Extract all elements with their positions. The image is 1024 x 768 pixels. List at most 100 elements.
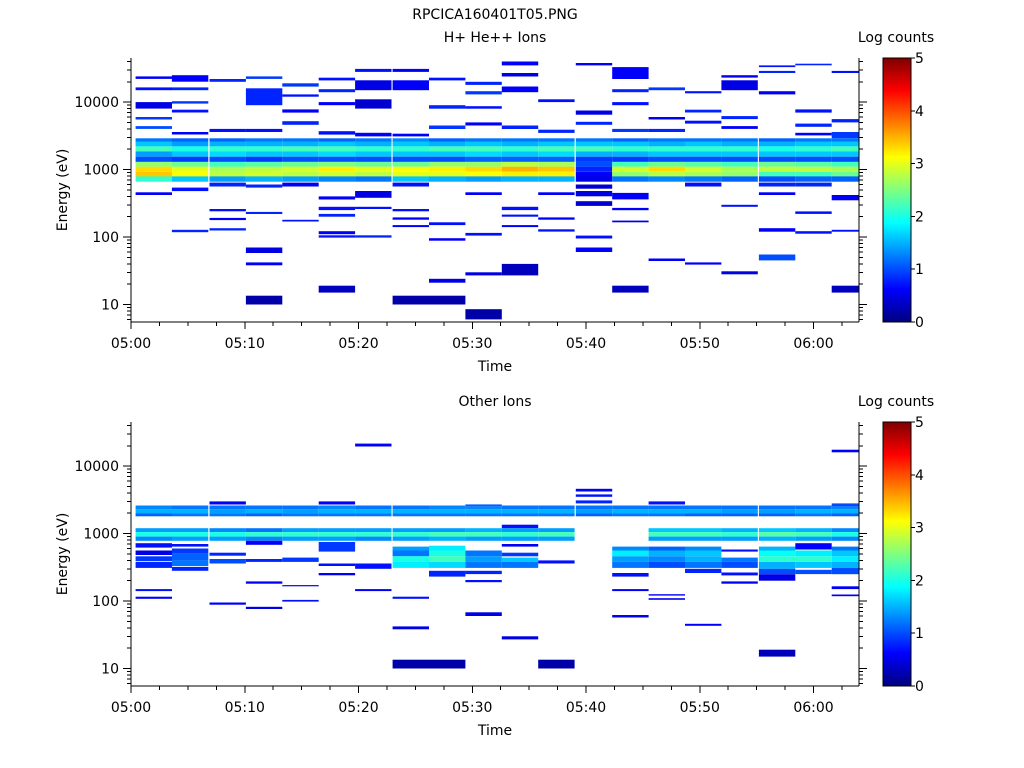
heatmap-cell [831, 151, 859, 157]
heatmap-cell [282, 146, 319, 152]
heatmap-cell [282, 557, 319, 562]
heatmap-cell [575, 138, 613, 142]
heatmap-cell [171, 146, 209, 152]
heatmap-cell [318, 89, 356, 93]
heatmap-cell [355, 528, 392, 533]
heatmap-cell [758, 146, 796, 152]
heatmap-cell [465, 580, 502, 583]
heatmap-cell [355, 235, 392, 238]
heatmap-cell [392, 225, 429, 228]
heatmap-cell [538, 509, 575, 514]
heatmap-cell [612, 615, 649, 618]
heatmap-cell [135, 550, 172, 555]
heatmap-cell [648, 501, 685, 505]
heatmap-cell [355, 509, 392, 514]
colorbar [882, 57, 912, 323]
colorbar-tick-label: 0 [915, 315, 924, 331]
colorbar-tick-label: 2 [915, 209, 924, 225]
heatmap-cell [355, 191, 392, 198]
heatmap-cell [501, 225, 539, 228]
heatmap-cell [355, 138, 392, 142]
heatmap-cell [795, 63, 832, 66]
heatmap-cell [465, 176, 502, 182]
heatmap-cell [171, 151, 209, 157]
heatmap-cell [318, 501, 356, 505]
heatmap-cell [685, 550, 722, 557]
heatmap-cell [282, 161, 319, 167]
heatmap-cell [282, 121, 319, 125]
heatmap-cell [318, 509, 356, 514]
heatmap-cell [465, 122, 502, 126]
heatmap-cell [135, 156, 172, 162]
heatmap-cell [758, 509, 796, 514]
heatmap-cell [429, 141, 466, 147]
heatmap-cell [795, 182, 832, 187]
heatmap-cell [721, 528, 758, 533]
heatmap-cell [575, 191, 613, 197]
heatmap-cell [245, 171, 283, 177]
heatmap-cell [648, 151, 685, 157]
heatmap-cell [318, 563, 356, 566]
heatmap-cell [318, 532, 356, 537]
heatmap-cell [392, 166, 429, 172]
heatmap-cell [465, 106, 502, 109]
heatmap-cell [355, 141, 392, 147]
heatmap-cell [135, 556, 172, 562]
heatmap-cell [612, 573, 649, 577]
heatmap-cell [612, 67, 649, 79]
heatmap-cell [318, 166, 356, 172]
y-tick-label: 10 [101, 297, 119, 313]
heatmap-cell [429, 513, 466, 517]
heatmap-cell [429, 536, 466, 541]
heatmap-cell [282, 536, 319, 541]
heatmap-cell [465, 141, 502, 147]
heatmap-cell [612, 192, 649, 200]
heatmap-cell [355, 176, 392, 182]
heatmap-cell [721, 138, 758, 142]
heatmap-cell [318, 505, 356, 510]
heatmap-cell [135, 76, 172, 79]
heatmap-cell [465, 536, 502, 541]
heatmap-cell [209, 146, 246, 152]
heatmap-cell [795, 543, 832, 550]
heatmap-cell [758, 536, 796, 541]
heatmap-cell [831, 536, 859, 541]
colorbar-tick-label: 4 [915, 468, 924, 484]
y-tick-label: 10000 [74, 95, 119, 111]
heatmap-cell [648, 87, 685, 91]
heatmap-cell [501, 138, 539, 142]
colorbar-label: Log counts [858, 394, 934, 410]
heatmap-cell [318, 151, 356, 157]
heatmap-cell [282, 505, 319, 510]
heatmap-cell [758, 505, 796, 510]
panel-other-ions: Other Ions Log counts Time Energy (eV) 0… [55, 394, 934, 739]
heatmap-cell [465, 504, 502, 507]
heatmap-cell [171, 109, 209, 113]
heatmap-cell [135, 151, 172, 157]
heatmap-cell [245, 184, 283, 188]
heatmap-cell [355, 563, 392, 569]
heatmap-cell [171, 560, 209, 566]
x-axis-label: Time [477, 723, 512, 739]
heatmap-cell [245, 128, 283, 132]
heatmap-cell [648, 550, 685, 557]
heatmap-cell [685, 176, 722, 182]
heatmap-cell [612, 171, 649, 177]
heatmap-cell [392, 513, 429, 517]
heatmap-cell [795, 171, 832, 177]
heatmap-cell [538, 505, 575, 510]
x-tick-label: 05:20 [338, 336, 378, 352]
heatmap-cell [648, 532, 685, 537]
heatmap-cell [831, 166, 859, 172]
heatmap-cell [612, 550, 649, 557]
heatmap-cell [831, 550, 859, 557]
heatmap-cell [795, 532, 832, 537]
heatmap-cell [612, 220, 649, 223]
heatmap-cell [355, 171, 392, 177]
heatmap-cell [392, 536, 429, 541]
heatmap-cell [135, 87, 172, 91]
heatmap-cell [721, 80, 758, 91]
heatmap-cell [209, 536, 246, 541]
heatmap-cell [831, 546, 859, 551]
heatmap-cell [209, 228, 246, 231]
